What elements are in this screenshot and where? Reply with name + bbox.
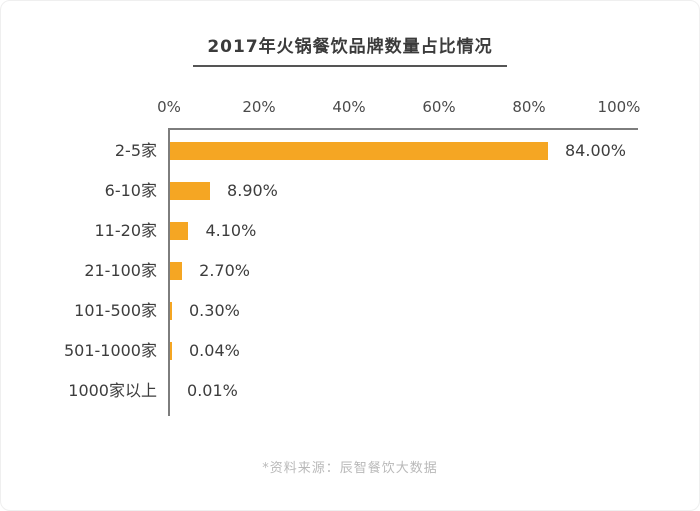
value-label: 0.30% [189, 301, 240, 320]
value-label: 0.04% [189, 341, 240, 360]
x-axis-tick: 0% [157, 98, 181, 116]
category-label: 6-10家 [104, 181, 157, 200]
bar [170, 342, 172, 360]
bar [170, 182, 211, 200]
bar [170, 262, 183, 280]
x-axis-line [169, 128, 638, 130]
category-label: 101-500家 [74, 301, 157, 320]
category-label: 11-20家 [94, 221, 158, 240]
category-label: 1000家以上 [68, 381, 157, 400]
x-axis-tick: 80% [512, 98, 546, 116]
category-label: 21-100家 [84, 261, 157, 280]
x-axis-tick: 40% [332, 98, 366, 116]
value-label: 2.70% [199, 261, 250, 280]
x-axis-tick: 100% [597, 98, 641, 116]
chart-title-text: 2017年火锅餐饮品牌数量占比情况 [193, 32, 507, 67]
bar [170, 142, 548, 160]
value-label: 4.10% [205, 221, 257, 240]
value-label: 8.90% [227, 181, 278, 200]
chart-title: 2017年火锅餐饮品牌数量占比情况 [1, 32, 699, 67]
source-note: *资料来源：辰智餐饮大数据 [262, 461, 438, 476]
value-label: 84.00% [565, 141, 627, 160]
category-label: 2-5家 [114, 141, 157, 160]
category-label: 501-1000家 [63, 341, 157, 360]
bar [170, 222, 189, 240]
x-axis-tick: 20% [242, 98, 276, 116]
value-label: 0.01% [187, 381, 238, 400]
bar [170, 302, 172, 320]
x-axis-tick: 60% [422, 98, 456, 116]
y-axis-line [168, 128, 170, 416]
